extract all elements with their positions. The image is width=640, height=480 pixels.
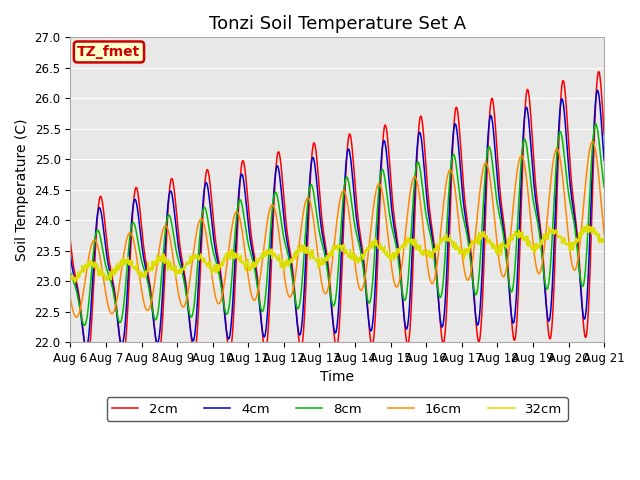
- 2cm: [173, 210, 180, 216]
- 2cm: [186, 315, 193, 321]
- 32cm: [490, 245, 498, 251]
- 4cm: [594, 87, 602, 93]
- Legend: 2cm, 4cm, 8cm, 16cm, 32cm: 2cm, 4cm, 8cm, 16cm, 32cm: [107, 397, 568, 421]
- 32cm: [186, 257, 193, 263]
- 2cm: [595, 69, 602, 74]
- 32cm: [600, 238, 608, 243]
- Text: TZ_fmet: TZ_fmet: [77, 45, 141, 59]
- 2cm: [67, 239, 74, 244]
- 8cm: [245, 245, 253, 251]
- 2cm: [490, 106, 498, 112]
- 2cm: [537, 230, 545, 236]
- 16cm: [186, 280, 193, 286]
- 32cm: [245, 268, 253, 274]
- 16cm: [537, 266, 545, 272]
- 32cm: [537, 237, 545, 243]
- 16cm: [72, 314, 80, 320]
- Line: 32cm: 32cm: [70, 225, 604, 283]
- 16cm: [589, 139, 596, 144]
- 16cm: [67, 296, 74, 301]
- 4cm: [420, 166, 428, 172]
- Y-axis label: Soil Temperature (C): Soil Temperature (C): [15, 119, 29, 261]
- 16cm: [420, 235, 428, 241]
- 8cm: [67, 269, 74, 275]
- 8cm: [420, 199, 428, 205]
- 32cm: [420, 251, 428, 257]
- X-axis label: Time: Time: [320, 371, 355, 384]
- 16cm: [490, 211, 498, 216]
- 16cm: [600, 231, 608, 237]
- 8cm: [173, 249, 180, 255]
- 2cm: [245, 213, 253, 218]
- 8cm: [592, 121, 600, 127]
- Title: Tonzi Soil Temperature Set A: Tonzi Soil Temperature Set A: [209, 15, 466, 33]
- 8cm: [600, 184, 608, 190]
- 4cm: [83, 344, 90, 350]
- Line: 4cm: 4cm: [70, 90, 604, 347]
- 4cm: [245, 229, 253, 235]
- 16cm: [245, 280, 253, 286]
- 2cm: [420, 140, 428, 145]
- 4cm: [600, 157, 608, 163]
- 32cm: [72, 280, 79, 286]
- Line: 16cm: 16cm: [70, 142, 604, 317]
- 8cm: [81, 323, 88, 328]
- 8cm: [490, 174, 498, 180]
- 8cm: [537, 245, 545, 251]
- 32cm: [583, 222, 591, 228]
- 4cm: [490, 134, 498, 140]
- 32cm: [173, 269, 180, 275]
- 2cm: [600, 132, 608, 138]
- 4cm: [173, 228, 180, 234]
- 4cm: [537, 238, 545, 244]
- 4cm: [186, 319, 193, 325]
- 2cm: [84, 355, 92, 360]
- Line: 8cm: 8cm: [70, 124, 604, 325]
- 8cm: [186, 311, 193, 316]
- Line: 2cm: 2cm: [70, 72, 604, 358]
- 16cm: [173, 278, 180, 284]
- 4cm: [67, 253, 74, 259]
- 32cm: [67, 275, 74, 281]
